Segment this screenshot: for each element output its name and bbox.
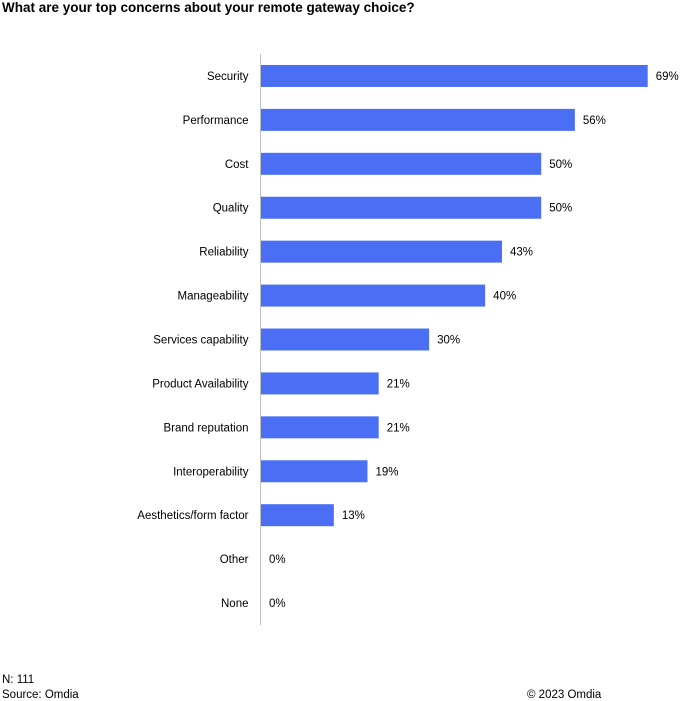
value-label: 13% bbox=[342, 510, 365, 522]
category-label: Cost bbox=[225, 159, 249, 171]
category-label: Aesthetics/form factor bbox=[137, 510, 248, 522]
value-label: 50% bbox=[549, 159, 572, 171]
category-label: Other bbox=[220, 554, 249, 566]
category-label: Services capability bbox=[153, 335, 248, 347]
bar bbox=[261, 504, 334, 527]
category-label: Performance bbox=[183, 115, 249, 127]
category-label: Reliability bbox=[199, 247, 248, 259]
bar bbox=[261, 240, 502, 263]
bar bbox=[261, 196, 542, 219]
source-note: Source: Omdia bbox=[2, 689, 79, 701]
bar bbox=[261, 460, 368, 483]
value-label: 69% bbox=[656, 71, 679, 83]
category-label: Quality bbox=[213, 203, 249, 215]
value-label: 21% bbox=[387, 378, 410, 390]
category-label: Manageability bbox=[178, 291, 249, 303]
bar bbox=[261, 284, 486, 307]
value-label: 21% bbox=[387, 422, 410, 434]
value-label: 19% bbox=[375, 466, 398, 478]
category-label: Security bbox=[207, 71, 249, 83]
chart-title: What are your top concerns about your re… bbox=[2, 0, 415, 15]
value-label: 56% bbox=[583, 115, 606, 127]
category-label: None bbox=[221, 598, 249, 610]
sample-size-note: N: 111 bbox=[2, 674, 35, 686]
value-label: 43% bbox=[510, 247, 533, 259]
copyright-note: © 2023 Omdia bbox=[527, 689, 602, 701]
value-label: 0% bbox=[269, 598, 286, 610]
value-label: 40% bbox=[493, 291, 516, 303]
category-label: Brand reputation bbox=[163, 422, 248, 434]
bar bbox=[261, 108, 575, 131]
category-label: Product Availability bbox=[152, 378, 249, 390]
bar bbox=[261, 152, 542, 175]
value-label: 30% bbox=[437, 335, 460, 347]
value-label: 0% bbox=[269, 554, 286, 566]
value-label: 50% bbox=[549, 203, 572, 215]
bar bbox=[261, 372, 379, 395]
bar bbox=[261, 64, 648, 87]
bar bbox=[261, 416, 379, 439]
category-label: Interoperability bbox=[173, 466, 249, 478]
bar bbox=[261, 328, 430, 351]
